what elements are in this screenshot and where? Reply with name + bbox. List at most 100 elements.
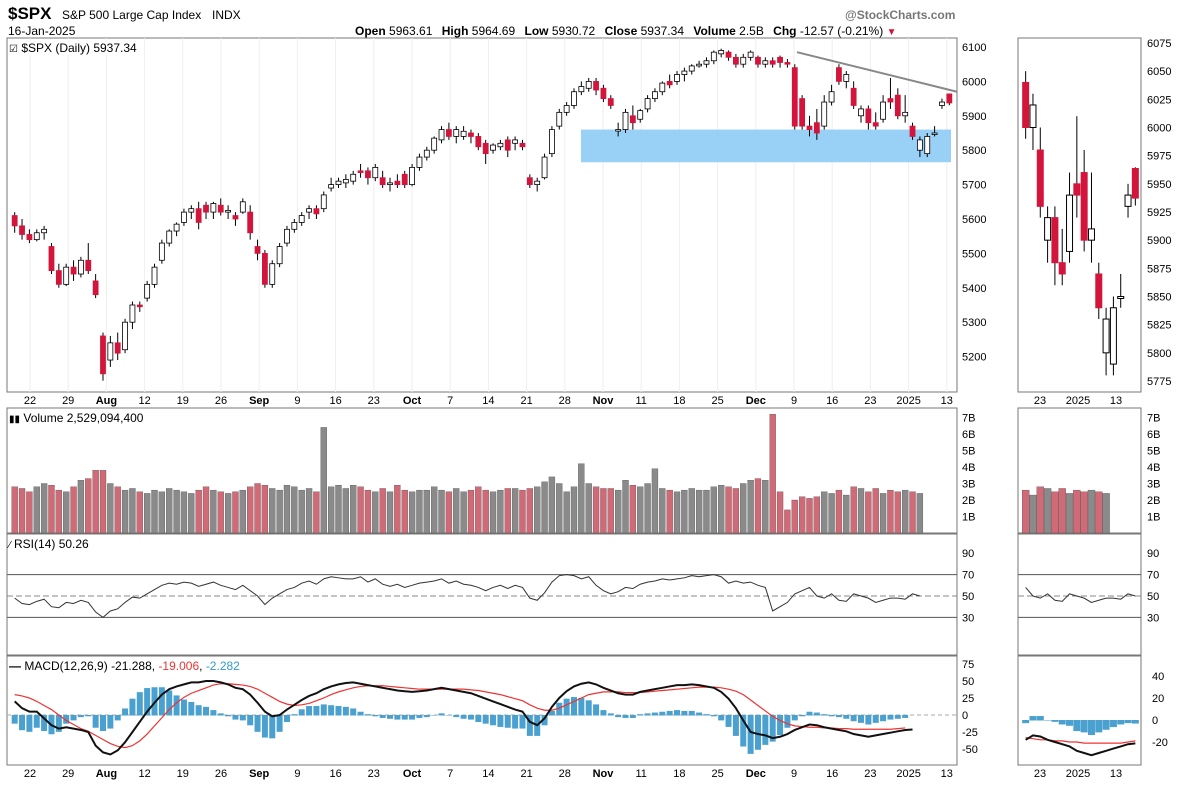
candle-body [791, 67, 798, 127]
candle-body [144, 283, 151, 299]
volume-bar [644, 483, 651, 534]
candle-body [78, 259, 84, 275]
price-legend: ☑ $SPX (Daily) 5937.34 [9, 41, 137, 55]
x-tick-label: Dec [746, 395, 766, 407]
support-zone-highlight [581, 129, 951, 163]
volume-bar [843, 494, 850, 534]
zoom-macd-hist-bar [1051, 720, 1059, 722]
candle-body [33, 232, 40, 241]
volume-bar [453, 488, 460, 534]
volume-bar [173, 489, 180, 534]
candle-body [239, 201, 246, 213]
volume-bar [188, 493, 195, 534]
zoom-macd-hist-bar [1087, 720, 1095, 736]
candle-body [188, 208, 195, 213]
macd-hist-bar [438, 713, 445, 716]
volume-bar [151, 489, 158, 534]
x-tick-label: 7 [447, 395, 453, 407]
macd-hist-bar [122, 708, 129, 716]
volume-bar [239, 489, 246, 534]
zoom-candle-body [1051, 217, 1059, 264]
candle-body [254, 246, 261, 254]
macd-hist-bar [335, 706, 342, 716]
candle-body [769, 60, 776, 65]
macd-hist-bar [136, 692, 143, 716]
x-tick-label: 22 [24, 395, 36, 407]
zoom-macd-hist-bar [1066, 720, 1074, 726]
volume-bar [902, 489, 909, 534]
candle-body [129, 304, 136, 323]
candle-body [423, 149, 430, 158]
zoom-candle-body [1117, 296, 1125, 299]
x-tick-label: 23 [368, 768, 380, 780]
candle-body [453, 129, 460, 137]
candle-body [607, 98, 614, 106]
candle-body [48, 246, 55, 272]
volume-bar [327, 486, 335, 534]
macd-hist-bar [548, 710, 555, 716]
zoom-price-tick-label: 6000 [1147, 123, 1171, 135]
x-tick-label: Nov [593, 768, 615, 780]
candle-body [401, 173, 408, 185]
zoom-candle-body [1029, 104, 1037, 128]
volume-bar [909, 491, 916, 534]
volume-bar [813, 496, 821, 534]
macd-hist-bar [445, 715, 452, 716]
candle-body [534, 180, 541, 186]
volume-bar [224, 493, 232, 534]
candle-body [865, 108, 872, 124]
open-value: 5963.61 [389, 24, 433, 38]
candle-body [490, 144, 496, 151]
zoom-price-tick-label: 5775 [1147, 376, 1171, 388]
volume-bar [740, 483, 747, 534]
candle-body [563, 105, 570, 113]
macd-hist-bar [33, 715, 40, 728]
x-tick-label: 16 [826, 768, 838, 780]
volume-bar [166, 488, 173, 534]
x-tick-label: 19 [177, 395, 189, 407]
volume-bar [11, 486, 18, 534]
x-tick-label: 23 [864, 395, 876, 407]
rsi-line [14, 574, 921, 619]
candle-body [549, 129, 555, 155]
volume-tick-label: 4B [962, 462, 975, 474]
volume-bar [629, 484, 637, 534]
volume-tick-label: 2B [962, 495, 975, 507]
x-tick-label: 22 [24, 768, 36, 780]
candle-body [512, 139, 519, 144]
candle-body [931, 132, 938, 135]
volume-bar [379, 488, 386, 534]
candle-body [166, 230, 173, 244]
x-tick-label: 25 [711, 768, 723, 780]
volume-tick-label: 1B [1147, 512, 1160, 524]
volume-bar [129, 488, 136, 534]
x-tick-label: 9 [791, 768, 797, 780]
volume-value: 2.5B [739, 24, 764, 38]
volume-bar [335, 484, 342, 534]
macd-hist-bar [453, 715, 460, 718]
x-tick-label: 23 [864, 768, 876, 780]
macd-hist-bar [114, 715, 121, 721]
macd-hist-bar [563, 698, 570, 716]
rsi-tick-label: 30 [1147, 612, 1159, 624]
zoom-volume-bar [1102, 493, 1110, 534]
macd-hist-bar [821, 714, 828, 716]
macd-hist-bar [269, 715, 276, 739]
macd-tick-label: 25 [962, 693, 974, 705]
rsi-tick-label: 70 [962, 570, 974, 582]
macd-hist-bar [313, 706, 320, 716]
zoom-x-tick-label: 13 [1110, 768, 1122, 780]
macd-hist-bar [475, 715, 482, 723]
macd-hist-bar [387, 715, 394, 719]
candle-body [666, 81, 673, 86]
macd-hist-bar [364, 714, 371, 716]
volume-bar [607, 488, 614, 534]
volume-tick-label: 7B [962, 413, 975, 425]
volume-bar [519, 489, 526, 534]
volume-bar [541, 481, 548, 534]
candle-body [828, 91, 835, 103]
candle-body [416, 156, 423, 168]
volume-bar [254, 483, 261, 534]
candle-body [431, 137, 438, 151]
x-tick-label: 29 [62, 395, 74, 407]
